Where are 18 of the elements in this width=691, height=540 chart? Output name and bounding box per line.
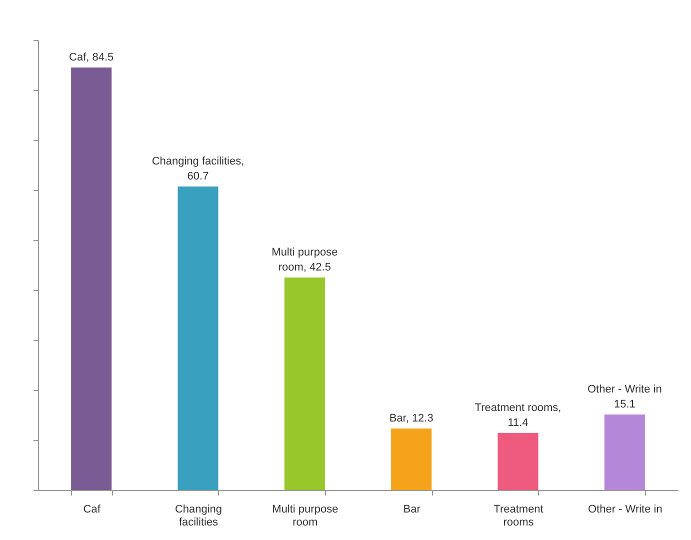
x-tick-label: Caf bbox=[83, 504, 102, 516]
bar bbox=[391, 428, 432, 490]
x-tick-label: Treatment rooms bbox=[494, 504, 544, 528]
bar bbox=[604, 414, 645, 490]
x-tick-label: Changing facilities bbox=[174, 504, 222, 528]
x-tick-label: Bar bbox=[403, 504, 421, 516]
data-label: Caf, 84.5 bbox=[69, 52, 114, 64]
x-tick-label: Other - Write in bbox=[588, 504, 662, 516]
data-label: Changing facilities, 60.7 bbox=[152, 156, 244, 182]
bar bbox=[178, 186, 218, 490]
bar bbox=[498, 433, 538, 490]
data-label: Multi purpose room, 42.5 bbox=[272, 246, 338, 274]
data-label: Other - Write in 15.1 bbox=[587, 384, 662, 410]
bar bbox=[71, 68, 112, 490]
data-label: Treatment rooms, 11.4 bbox=[474, 402, 562, 429]
x-tick-label: Multi purpose room bbox=[272, 504, 338, 528]
data-label: Bar, 12.3 bbox=[389, 412, 434, 424]
bar bbox=[284, 278, 325, 490]
